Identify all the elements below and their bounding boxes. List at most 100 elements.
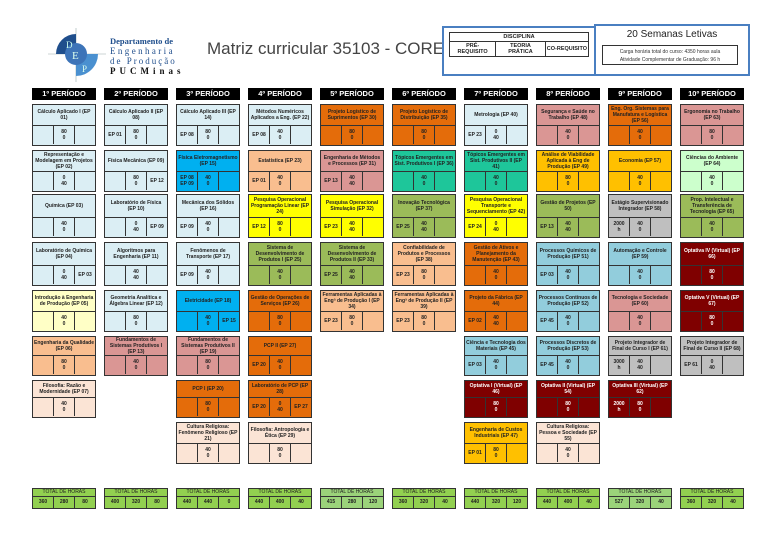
course-card[interactable]: Gestão de Ativos e Planejamento da Manut… — [464, 242, 528, 286]
course-details: EP 08 40 0 — [249, 126, 311, 144]
course-card[interactable]: Projeto Integrador de Final de Curso I (… — [608, 336, 672, 376]
course-card[interactable]: Ciência e Tecnologia dos Materiais (EP 4… — [464, 336, 528, 376]
course-name: Sistema de Desenvolvimento de Produtos I… — [249, 243, 311, 266]
course-name: Física Mecânica (EP 09) — [105, 151, 167, 172]
course-card[interactable]: Engenharia de Custos Industriais (EP 47)… — [464, 422, 528, 464]
corequisite: EP 09 — [150, 224, 164, 230]
course-card[interactable]: Projeto Integrador de Final de Curso II … — [680, 336, 744, 376]
course-card[interactable]: Engenharia da Qualidade (EP 06) 80 0 — [32, 336, 96, 376]
course-card[interactable]: Laboratório de Química (EP 04) 0 40 EP 03 — [32, 242, 96, 286]
corequisite — [507, 444, 527, 462]
course-name: PCP I (EP 20) — [177, 381, 239, 398]
course-card[interactable]: Tecnologia e Sociedade (EP 60) 40 0 — [608, 290, 672, 332]
course-card[interactable]: Laboratório de Física (EP 10) 0 40 EP 09 — [104, 194, 168, 238]
course-card[interactable]: Economia (EP 57) 40 0 — [608, 150, 672, 192]
total-hours-label: TOTAL DE HORAS — [249, 489, 311, 497]
course-card[interactable]: Física Mecânica (EP 09) 80 0 EP 12 — [104, 150, 168, 192]
course-card[interactable]: Sistema de Desenvolvimento de Produtos I… — [248, 242, 312, 286]
course-card[interactable]: PCP I (EP 20) 80 0 — [176, 380, 240, 418]
prerequisite — [609, 312, 630, 330]
corequisite — [651, 172, 671, 190]
course-card[interactable]: Mecânica dos Sólidos (EP 16) EP 09 40 0 — [176, 194, 240, 238]
total-hours-box: TOTAL DE HORAS 360 320 40 — [680, 488, 744, 509]
course-card[interactable]: Engenharia de Métodos e Processos (EP 31… — [320, 150, 384, 192]
course-card[interactable]: Automação e Controle (EP 59) 40 0 — [608, 242, 672, 286]
course-card[interactable]: Metrologia (EP 40) EP 23 0 40 — [464, 104, 528, 146]
course-card[interactable]: Filosofia: Antropologia e Ética (EP 29) 8… — [248, 422, 312, 464]
hours-theory-practice: 80 0 — [198, 398, 219, 416]
course-card[interactable]: Tópicos Emergentes em Sist. Produtivos I… — [392, 150, 456, 192]
course-name: Física Eletromagnetismo (EP 15) — [177, 151, 239, 172]
course-card[interactable]: Laboratório de PCP (EP 28) EP 20 0 40 EP 27 — [248, 380, 312, 418]
course-card[interactable]: Filosofia: Razão e Modernidade (EP 07) 40… — [32, 380, 96, 418]
prerequisite — [177, 356, 198, 374]
course-name: Mecânica dos Sólidos (EP 16) — [177, 195, 239, 218]
course-card[interactable]: Gestão de Projetos (EP 50) EP 13 40 40 — [536, 194, 600, 238]
course-card[interactable]: Métodos Numéricos Aplicados a Eng. (EP 2… — [248, 104, 312, 146]
course-card[interactable]: Tópicos Emergentes em Sist. Produtivos I… — [464, 150, 528, 192]
course-card[interactable]: Segurança e Saúde no Trabalho (EP 48) 40 0 — [536, 104, 600, 146]
course-card[interactable]: Optativa II (Virtual) (EP 54) 80 0 — [536, 380, 600, 418]
course-card[interactable]: Fundamentos de Sistemas Produtivos I (EP… — [104, 336, 168, 376]
hours-theory-practice: 80 0 — [630, 398, 651, 416]
total-hours-value: 120 — [512, 499, 522, 505]
course-card[interactable]: Cálculo Aplicado III (EP 14) EP 08 80 0 — [176, 104, 240, 146]
course-card[interactable]: Cálculo Aplicado I (EP 01) 80 0 — [32, 104, 96, 146]
course-card[interactable]: Prop. Intelectual e Transferência de Tec… — [680, 194, 744, 238]
course-card[interactable]: Algoritmos para Engenharia (EP 11) 40 40 — [104, 242, 168, 286]
course-card[interactable]: Cálculo Aplicado II (EP 08) EP 01 80 0 — [104, 104, 168, 146]
course-card[interactable]: Cultura Religiosa: Fenômeno Religioso (E… — [176, 422, 240, 464]
course-card[interactable]: Sistema de Desenvolvimento de Produtos I… — [320, 242, 384, 286]
hours-theory-practice: 40 40 — [630, 356, 651, 374]
course-card[interactable]: Projeto Logístico de Distribuição (EP 35… — [392, 104, 456, 146]
course-card[interactable]: Ferramentas Aplicadas à Engª de Produção… — [320, 290, 384, 332]
total-hours-box: TOTAL DE HORAS 527 320 40 — [608, 488, 672, 509]
dept-line4: PUCMinas — [110, 66, 185, 76]
course-card[interactable]: Confiabilidade de Produtos e Processos (… — [392, 242, 456, 286]
course-card[interactable]: Pesquisa Operacional Programação Linear … — [248, 194, 312, 238]
course-card[interactable]: PCP II (EP 27) EP 20 40 0 — [248, 336, 312, 376]
course-card[interactable]: Eletricidade (EP 18) 40 0 EP 15 — [176, 290, 240, 332]
course-card[interactable]: Cultura Religiosa: Pessoa e Sociedade (E… — [536, 422, 600, 464]
course-card[interactable]: Análise de Viabilidade Aplicada à Eng de… — [536, 150, 600, 192]
course-card[interactable]: Optativa IV (Virtual) (EP 66) 80 0 — [680, 242, 744, 286]
course-card[interactable]: Processos Químicos de Produção (EP 51) EP… — [536, 242, 600, 286]
course-card[interactable]: Projeto da Fábrica (EP 44) EP 02 40 40 — [464, 290, 528, 332]
course-card[interactable]: Fundamentos de Sistemas Produtivos II (E… — [176, 336, 240, 376]
corequisite — [363, 218, 383, 236]
course-card[interactable]: Ergonomia no Trabalho (EP 63) 80 0 — [680, 104, 744, 146]
course-card[interactable]: Eng. Org. Sistemas para Manufatura e Log… — [608, 104, 672, 146]
course-card[interactable]: Estatística (EP 23) EP 01 40 0 — [248, 150, 312, 192]
prerequisite — [321, 126, 342, 144]
prerequisite: EP 20 — [249, 398, 270, 416]
prerequisite: EP 01 — [105, 126, 126, 144]
total-hours-value: 320 — [486, 497, 507, 508]
course-card[interactable]: Processos Contínuos de Produção (EP 52) E… — [536, 290, 600, 332]
course-card[interactable]: Introdução à Engenharia de Produção (EP … — [32, 290, 96, 332]
course-card[interactable]: Pesquisa Operacional Simulação (EP 32) EP… — [320, 194, 384, 238]
course-card[interactable]: Optativa I (Virtual) (EP 46) 80 0 — [464, 380, 528, 418]
course-card[interactable]: Química (EP 03) 40 0 — [32, 194, 96, 238]
course-details: EP 45 40 0 — [537, 356, 599, 374]
course-card[interactable]: Ciências do Ambiente (EP 64) 40 0 — [680, 150, 744, 192]
course-card[interactable]: Geometria Analítica e Álgebra Linear (EP… — [104, 290, 168, 332]
course-details: 2000 h 80 0 — [609, 398, 671, 416]
total-hours-value: 320 — [702, 497, 723, 508]
course-card[interactable]: Representação e Modelagem em Projetos (E… — [32, 150, 96, 192]
hours-theory-practice: 80 0 — [702, 312, 723, 330]
course-card[interactable]: Estágio Supervisionado Integrador (EP 58… — [608, 194, 672, 238]
course-name: Projeto Integrador de Final de Curso I (… — [609, 337, 671, 356]
course-card[interactable]: Fenômenos de Transporte (EP 17) EP 09 40 0 — [176, 242, 240, 286]
course-name: Ferramentas Aplicadas à Engª de Produção… — [321, 291, 383, 312]
course-card[interactable]: Inovação Tecnológica (EP 37) EP 25 40 40 — [392, 194, 456, 238]
course-name: Inovação Tecnológica (EP 37) — [393, 195, 455, 218]
course-card[interactable]: Física Eletromagnetismo (EP 15) EP 08 EP 0… — [176, 150, 240, 192]
course-card[interactable]: Processos Discretos de Produção (EP 53) E… — [536, 336, 600, 376]
course-card[interactable]: Optativa III (Virtual) (EP 62) 2000 h 80 0 — [608, 380, 672, 418]
course-card[interactable]: Projeto Logístico de Suprimentos (EP 30)… — [320, 104, 384, 146]
course-card[interactable]: Pesquisa Operacional Transporte e Sequen… — [464, 194, 528, 238]
course-card[interactable]: Optativa V (Virtual) (EP 67) 80 0 — [680, 290, 744, 332]
total-hours-value: 440 — [465, 497, 486, 508]
course-card[interactable]: Ferramentas Aplicadas à Engª de Produção… — [392, 290, 456, 332]
course-card[interactable]: Gestão de Operações de Serviços (EP 26) 8… — [248, 290, 312, 332]
